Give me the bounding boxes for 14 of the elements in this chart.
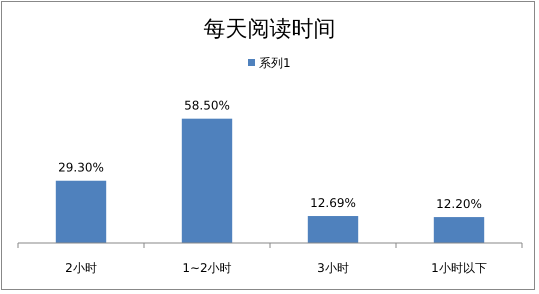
data-label: 29.30% — [58, 160, 104, 175]
x-tick-label: 2小时 — [65, 261, 97, 275]
bar — [56, 180, 106, 243]
x-tick-label: 1~2小时 — [182, 261, 232, 275]
chart-title: 每天阅读时间 — [204, 17, 336, 42]
x-tick-label: 1小时以下 — [431, 261, 487, 275]
data-label: 12.69% — [310, 196, 356, 210]
legend-label: 系列1 — [259, 56, 291, 70]
bar — [182, 118, 232, 243]
bar — [308, 216, 358, 243]
data-label: 12.20% — [436, 197, 482, 212]
data-label: 58.50% — [184, 98, 230, 113]
bar — [434, 217, 484, 243]
x-tick-label: 3小时 — [317, 261, 349, 275]
